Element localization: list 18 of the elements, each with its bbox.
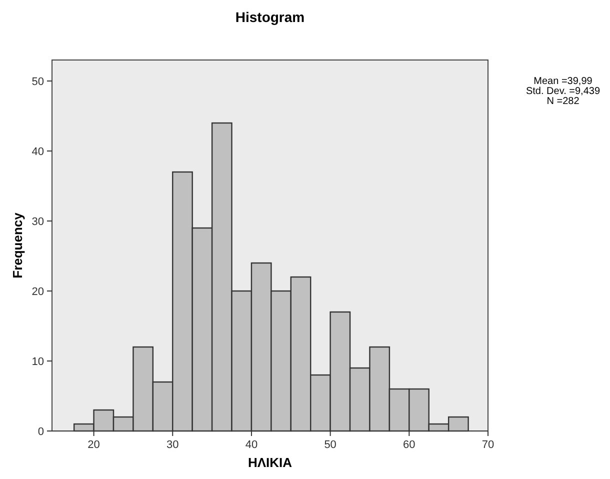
y-tick-label: 20 (32, 286, 44, 298)
x-tick-label: 70 (482, 439, 494, 451)
y-tick-label: 10 (32, 356, 44, 368)
y-axis-title: Frequency (10, 212, 25, 278)
text: N =282 (546, 96, 580, 107)
y-tick-label: 0 (38, 426, 44, 438)
x-tick-label: 40 (245, 439, 258, 451)
x-tick-label: 20 (88, 439, 100, 451)
text: Std. Dev. =9,439 (526, 86, 600, 97)
x-tick-label: 50 (324, 439, 336, 451)
y-tick-label: 30 (32, 216, 44, 228)
y-tick-label: 40 (32, 146, 44, 158)
x-tick-label: 30 (166, 439, 179, 451)
chart-title: Histogram (235, 9, 305, 25)
y-tick-label: 50 (32, 76, 44, 88)
x-axis-title: ΗΛΙΚΙΑ (248, 455, 293, 470)
text: Mean =39,99 (534, 76, 593, 87)
x-tick-label: 60 (403, 439, 416, 451)
